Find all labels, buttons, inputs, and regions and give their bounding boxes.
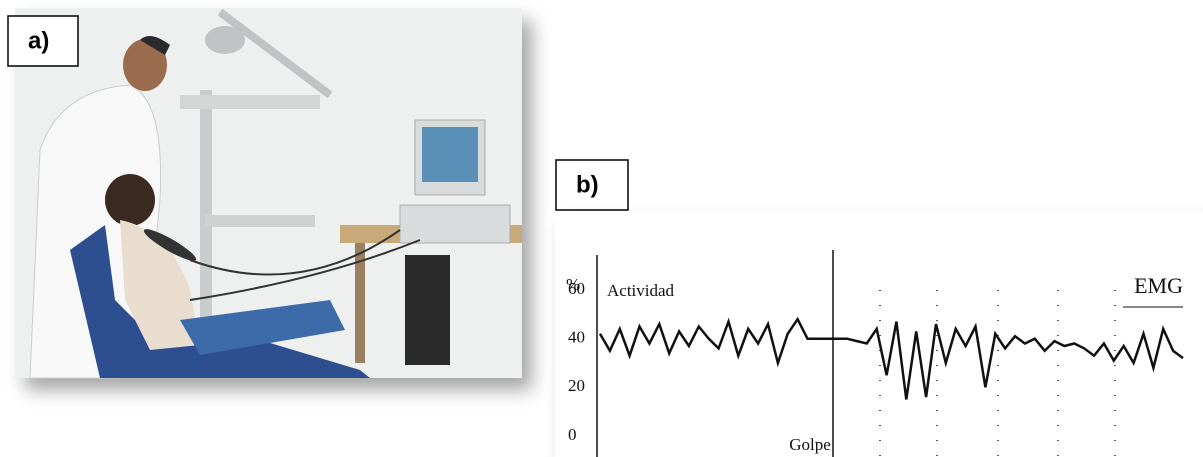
- chart-title: EMG: [1134, 273, 1183, 298]
- y-tick-label: 0: [568, 425, 577, 444]
- y-tick-label: 20: [568, 376, 585, 395]
- panel-label-box: [7, 15, 79, 67]
- y-unit: %: [566, 275, 580, 294]
- y-label: Actividad: [607, 281, 675, 300]
- panel-label: b): [576, 171, 599, 198]
- panel-label-box: [555, 159, 629, 211]
- photo: [15, 8, 522, 379]
- emg-signal: [598, 316, 1184, 400]
- y-tick-label: 60: [568, 279, 585, 298]
- panel-label: a): [28, 27, 49, 54]
- annotation: Golpe: [789, 435, 831, 454]
- y-tick-label: 40: [568, 328, 585, 347]
